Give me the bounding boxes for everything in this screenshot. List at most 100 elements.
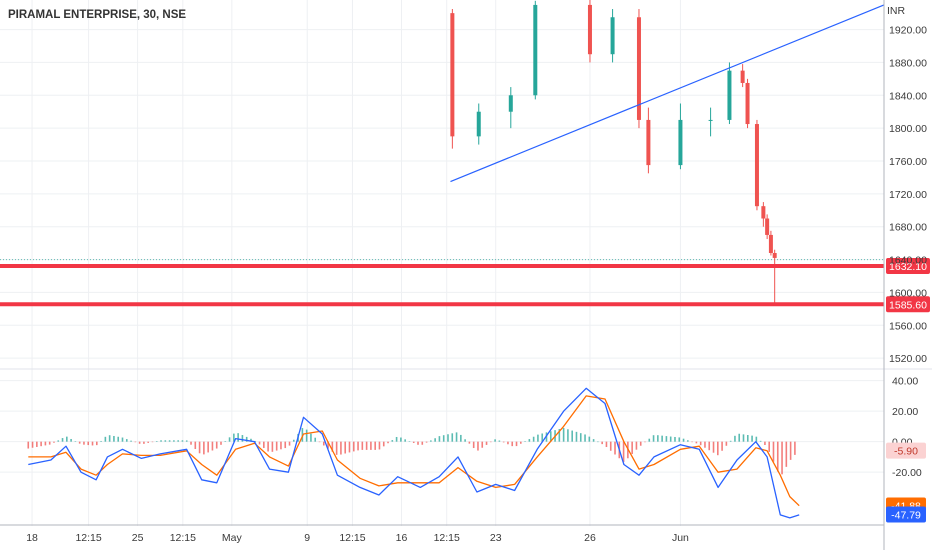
histogram-bar[interactable]	[382, 441, 385, 447]
histogram-bar[interactable]	[597, 441, 599, 443]
candle-body[interactable]	[708, 119, 713, 121]
histogram-bar[interactable]	[327, 441, 329, 449]
price-panel[interactable]	[0, 0, 885, 307]
histogram-bar[interactable]	[31, 441, 34, 448]
histogram-bar[interactable]	[245, 436, 248, 442]
histogram-bar[interactable]	[498, 440, 501, 442]
histogram-bar[interactable]	[400, 437, 402, 442]
histogram-bar[interactable]	[605, 441, 608, 448]
histogram-bar[interactable]	[661, 435, 663, 442]
histogram-bar[interactable]	[267, 441, 269, 452]
histogram-bar[interactable]	[344, 441, 347, 454]
macd-line[interactable]	[28, 387, 800, 519]
histogram-bar[interactable]	[40, 441, 42, 447]
histogram-bar[interactable]	[194, 441, 197, 450]
histogram-bar[interactable]	[57, 440, 60, 442]
candle-body[interactable]	[768, 234, 773, 253]
trend-line[interactable]	[450, 4, 885, 183]
histogram-bar[interactable]	[314, 437, 317, 442]
histogram-bar[interactable]	[220, 441, 222, 445]
histogram-bar[interactable]	[391, 440, 394, 442]
histogram-bar[interactable]	[584, 434, 586, 442]
histogram-bar[interactable]	[712, 441, 715, 453]
candle-body[interactable]	[678, 119, 683, 166]
histogram-bar[interactable]	[117, 436, 120, 442]
histogram-bar[interactable]	[438, 436, 441, 442]
candle-body[interactable]	[761, 206, 766, 219]
histogram-bar[interactable]	[190, 441, 192, 445]
histogram-bar[interactable]	[100, 440, 102, 442]
histogram-bar[interactable]	[764, 441, 766, 445]
histogram-bar[interactable]	[104, 436, 107, 442]
histogram-bar[interactable]	[250, 438, 252, 442]
candle-body[interactable]	[740, 70, 745, 83]
histogram-bar[interactable]	[87, 441, 90, 446]
histogram-bar[interactable]	[434, 438, 436, 442]
candle-body[interactable]	[636, 17, 641, 120]
histogram-bar[interactable]	[417, 441, 419, 445]
histogram-bar[interactable]	[635, 441, 638, 450]
histogram-bar[interactable]	[695, 441, 698, 444]
histogram-bar[interactable]	[215, 441, 218, 449]
histogram-bar[interactable]	[549, 431, 552, 442]
histogram-bar[interactable]	[160, 440, 162, 442]
histogram-bar[interactable]	[511, 441, 514, 447]
histogram-bar[interactable]	[331, 441, 334, 452]
histogram-bar[interactable]	[305, 429, 308, 442]
histogram-bar[interactable]	[95, 441, 98, 446]
histogram-bar[interactable]	[532, 436, 535, 442]
histogram-bar[interactable]	[481, 441, 484, 448]
histogram-bar[interactable]	[53, 441, 55, 443]
histogram-bar[interactable]	[404, 439, 406, 442]
histogram-bar[interactable]	[125, 439, 128, 442]
histogram-bar[interactable]	[519, 441, 522, 444]
histogram-bar[interactable]	[708, 441, 711, 451]
histogram-bar[interactable]	[173, 440, 175, 442]
histogram-bar[interactable]	[263, 441, 265, 448]
histogram-bar[interactable]	[742, 434, 745, 442]
histogram-bar[interactable]	[335, 441, 338, 455]
histogram-bar[interactable]	[177, 440, 179, 442]
histogram-bar[interactable]	[725, 441, 728, 446]
histogram-bar[interactable]	[455, 432, 458, 442]
histogram-bar[interactable]	[601, 441, 603, 445]
histogram-bar[interactable]	[567, 429, 569, 442]
histogram-bar[interactable]	[203, 441, 205, 455]
histogram-bar[interactable]	[155, 441, 158, 442]
histogram-bar[interactable]	[729, 440, 732, 442]
histogram-bar[interactable]	[36, 441, 38, 447]
histogram-bar[interactable]	[682, 438, 685, 442]
histogram-bar[interactable]	[541, 433, 544, 442]
candle-body[interactable]	[772, 253, 777, 258]
histogram-bar[interactable]	[485, 441, 488, 445]
histogram-bar[interactable]	[134, 441, 137, 443]
histogram-bar[interactable]	[699, 441, 702, 446]
histogram-bar[interactable]	[374, 441, 376, 450]
histogram-bar[interactable]	[258, 441, 261, 445]
candle-body[interactable]	[727, 70, 732, 120]
histogram-bar[interactable]	[237, 433, 239, 442]
histogram-bar[interactable]	[421, 441, 424, 445]
histogram-bar[interactable]	[224, 441, 227, 442]
histogram-bar[interactable]	[74, 441, 77, 442]
histogram-bar[interactable]	[121, 437, 124, 442]
histogram-bar[interactable]	[772, 441, 775, 462]
histogram-bar[interactable]	[284, 441, 287, 449]
histogram-bar[interactable]	[447, 434, 449, 442]
signal-line[interactable]	[28, 395, 800, 507]
candle-body[interactable]	[765, 218, 770, 235]
histogram-bar[interactable]	[571, 430, 573, 442]
histogram-bar[interactable]	[472, 441, 475, 449]
histogram-bar[interactable]	[293, 439, 295, 442]
histogram-bar[interactable]	[794, 441, 796, 455]
histogram-bar[interactable]	[639, 441, 642, 446]
histogram-bar[interactable]	[143, 441, 145, 444]
candle-body[interactable]	[745, 82, 750, 125]
histogram-bar[interactable]	[776, 441, 779, 472]
histogram-bar[interactable]	[759, 440, 762, 442]
histogram-bar[interactable]	[185, 440, 188, 442]
histogram-bar[interactable]	[310, 433, 312, 442]
histogram-bar[interactable]	[78, 441, 81, 444]
histogram-bar[interactable]	[562, 427, 565, 442]
histogram-bar[interactable]	[592, 439, 595, 442]
